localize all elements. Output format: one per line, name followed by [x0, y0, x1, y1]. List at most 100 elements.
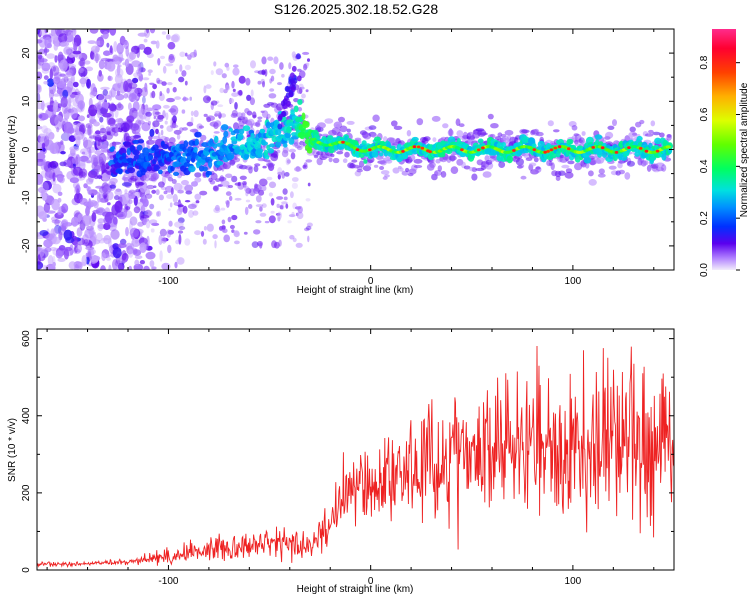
colorbar-tick-label: 0.6	[699, 107, 710, 121]
spectrogram-halo-cell	[155, 117, 164, 123]
spectrogram-noise-cell	[231, 214, 238, 221]
spectrogram-halo-cell	[597, 173, 606, 178]
spectrogram-halo-cell	[184, 184, 194, 192]
spectrogram-noise-cell	[143, 265, 150, 270]
spectrogram-noise-cell	[242, 180, 247, 186]
spectrogram-noise-cell	[52, 39, 56, 45]
spectrogram-halo-cell	[146, 184, 155, 190]
spectrogram-ridge-cell	[213, 135, 219, 144]
spectrogram-halo-cell	[152, 172, 160, 180]
spectrogram-ridge-cell	[353, 140, 359, 147]
spectrogram-halo-cell	[399, 167, 404, 172]
spectrogram-noise-cell	[105, 126, 111, 132]
spectrogram-noise-cell	[307, 182, 311, 187]
spectrogram-noise-cell	[59, 73, 66, 77]
spectrogram-noise-cell	[307, 235, 310, 243]
spectrogram-noise-cell	[221, 224, 226, 233]
spectrogram-peak-cell	[553, 146, 558, 150]
spectrogram-noise-cell	[86, 146, 96, 153]
spectrogram-noise-cell	[77, 100, 86, 110]
spectrogram-noise-cell	[48, 89, 54, 100]
spectrogram-noise-cell	[302, 51, 310, 55]
spectrogram-halo-cell	[661, 164, 667, 172]
spectrogram-noise-cell	[97, 221, 104, 232]
spectrogram-noise-cell	[97, 73, 104, 82]
spectrogram-halo-cell	[135, 189, 141, 193]
colorbar: 0.0 0.2 0.4 0.6 0.8 Normalized spectral ampl…	[699, 29, 750, 277]
spectrogram-noise-cell	[267, 56, 274, 61]
spectrogram-noise-cell	[114, 195, 120, 201]
spectrogram-noise-cell	[188, 209, 194, 218]
spectrogram-halo-cell	[479, 132, 488, 136]
spectrogram-ridge-cell	[291, 132, 297, 137]
spectrogram-noise-cell	[234, 197, 242, 201]
spectrogram-halo-cell	[227, 184, 234, 189]
spectrogram-halo-cell	[346, 128, 351, 133]
spectrogram-noise-cell	[305, 89, 309, 93]
spectrogram-noise-cell	[88, 170, 98, 179]
spectrogram-ridge-cell	[274, 129, 282, 136]
spectrogram-noise-cell	[229, 224, 235, 230]
spectrogram-noise-cell	[177, 230, 184, 234]
spectrogram-noise-cell	[214, 240, 217, 249]
spectrogram-halo-cell	[167, 177, 174, 182]
spectrogram-halo-cell	[114, 128, 121, 133]
spectrogram-halo-cell	[358, 160, 365, 168]
spectrogram-halo-cell	[659, 132, 665, 138]
spectrogram-noise-cell	[277, 212, 281, 219]
spectrogram-noise-cell	[195, 200, 200, 204]
spectrogram-peak-cell	[614, 151, 619, 154]
spectrogram-noise-cell	[227, 216, 232, 223]
spectrogram-noise-cell	[43, 135, 50, 147]
spectrogram-halo-cell	[277, 123, 283, 130]
spectrogram-halo-cell	[104, 156, 110, 160]
spectrogram-ridge-cell	[136, 144, 143, 151]
spectrogram-halo-cell	[225, 191, 232, 196]
spectrogram-noise-cell	[155, 128, 159, 135]
spectrogram-noise-cell	[67, 82, 73, 87]
spectrogram-halo-cell	[282, 98, 288, 105]
spectrogram-halo-cell	[380, 170, 390, 175]
spectrogram-noise-cell	[60, 41, 70, 47]
spectrogram-halo-cell	[356, 169, 363, 173]
spectrogram-halo-cell	[642, 160, 649, 166]
spectrogram-noise-cell	[174, 221, 184, 228]
spectrogram-noise-cell	[90, 258, 99, 263]
spectrogram-noise-cell	[52, 172, 56, 182]
colorbar-tick-label: 0.0	[699, 263, 710, 277]
spectrogram-noise-cell	[136, 47, 141, 59]
spectrogram-noise-cell	[152, 83, 158, 90]
spectrogram-noise-cell	[177, 189, 184, 194]
spectrogram-ridge-cell	[636, 135, 643, 142]
spectrogram-noise-cell	[177, 217, 185, 224]
spectrogram-noise-cell	[124, 189, 128, 194]
spectrogram-halo-cell	[550, 162, 555, 171]
spectrogram-noise-cell	[292, 237, 297, 243]
spectrogram-noise-cell	[37, 55, 45, 66]
spectrogram-noise-cell	[270, 210, 275, 214]
spectrogram-noise-cell	[168, 55, 176, 64]
spectrogram-noise-cell	[76, 163, 86, 167]
spectrogram-halo-cell	[129, 135, 139, 139]
spectrogram-halo-cell	[154, 111, 161, 115]
spectrogram-halo-cell	[111, 141, 117, 148]
spectrogram-noise-cell	[85, 245, 91, 251]
spectrogram-ridge-cell	[171, 156, 177, 161]
spectrogram-noise-cell	[116, 64, 121, 76]
spectrogram-noise-cell	[279, 62, 284, 70]
spectrogram-noise-cell	[110, 87, 116, 98]
spectrogram-halo-cell	[618, 169, 625, 175]
spectrogram-halo-cell	[520, 175, 527, 180]
spectrogram-noise-cell	[100, 265, 106, 270]
spectrogram-halo-cell	[339, 125, 348, 133]
spectrogram-noise-cell	[78, 115, 85, 122]
spectrogram-ridge-cell	[161, 143, 169, 150]
spectrogram-noise-cell	[160, 129, 164, 136]
spectrogram-noise-cell	[130, 123, 140, 131]
spectrogram-halo-cell	[336, 151, 344, 155]
spectrogram-halo-cell	[152, 120, 160, 128]
spectrogram-noise-cell	[176, 133, 181, 140]
spectrogram-noise-cell	[67, 62, 74, 68]
spectrogram-ridge-cell	[361, 140, 367, 146]
